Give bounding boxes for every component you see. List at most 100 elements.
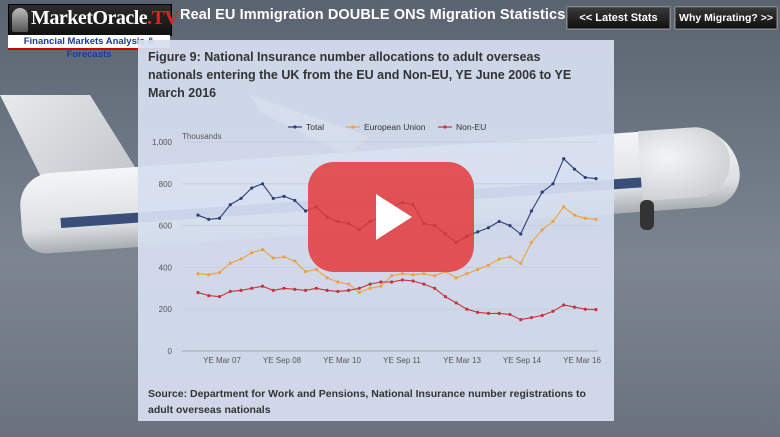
- data-point: [540, 313, 544, 318]
- data-point: [594, 176, 598, 181]
- data-point: [271, 256, 275, 260]
- x-tick-label: YE Mar 10: [323, 356, 361, 365]
- data-point: [508, 224, 512, 228]
- data-point: [293, 198, 297, 203]
- data-point: [572, 213, 577, 217]
- data-point: [508, 312, 512, 317]
- legend-label: Total: [306, 122, 324, 132]
- airplane-landing-gear: [640, 200, 654, 230]
- data-point: [400, 278, 404, 282]
- data-point: [476, 267, 480, 272]
- logo-tagline: Financial Markets Analysis & Forecasts: [8, 35, 170, 60]
- data-point: [519, 318, 523, 322]
- data-point: [508, 255, 512, 259]
- data-point: [529, 209, 534, 213]
- site-logo[interactable]: MarketOracle.TV Financial Markets Analys…: [8, 4, 179, 60]
- data-point: [368, 282, 372, 286]
- data-point: [196, 290, 200, 295]
- data-point: [217, 295, 222, 299]
- data-point: [497, 219, 501, 224]
- data-point: [390, 280, 394, 284]
- data-point: [368, 286, 372, 290]
- data-point: [465, 272, 469, 276]
- data-point: [346, 282, 351, 286]
- y-tick-label: 600: [159, 222, 173, 231]
- data-point: [314, 267, 318, 272]
- data-point: [217, 216, 222, 220]
- data-point: [572, 167, 577, 171]
- data-point: [207, 273, 211, 277]
- latest-stats-button[interactable]: << Latest Stats: [566, 6, 671, 30]
- x-tick-label: YE Mar 13: [443, 356, 481, 365]
- data-point: [497, 311, 501, 315]
- why-migrating-button[interactable]: Why Migrating? >>: [674, 6, 778, 30]
- data-point: [390, 274, 394, 278]
- data-point: [271, 288, 275, 292]
- data-point: [239, 196, 243, 201]
- data-point: [325, 276, 329, 280]
- y-tick-label: 400: [159, 263, 173, 272]
- data-point: [239, 257, 243, 261]
- data-point: [260, 284, 265, 288]
- data-point: [529, 315, 534, 320]
- x-tick-label: YE Sep 14: [503, 356, 542, 365]
- play-icon: [376, 194, 412, 240]
- data-point: [260, 248, 265, 252]
- data-point: [594, 308, 598, 312]
- data-point: [551, 219, 555, 224]
- data-point: [228, 261, 232, 265]
- data-point: [411, 273, 415, 277]
- video-play-button[interactable]: [308, 162, 474, 272]
- data-point: [443, 295, 448, 299]
- data-point: [303, 269, 308, 274]
- data-point: [379, 280, 383, 284]
- x-tick-label: YE Mar 07: [203, 356, 241, 365]
- data-point: [572, 305, 577, 309]
- data-point: [562, 303, 566, 307]
- data-point: [400, 272, 404, 276]
- data-point: [228, 289, 232, 294]
- data-point: [293, 259, 297, 263]
- data-point: [583, 307, 587, 311]
- data-point: [314, 286, 318, 290]
- oracle-figure-icon: [12, 8, 28, 32]
- data-point: [196, 272, 200, 276]
- data-point: [519, 232, 523, 236]
- data-point: [196, 213, 200, 217]
- data-point: [486, 311, 491, 315]
- data-point: [357, 290, 361, 295]
- data-point: [454, 276, 458, 280]
- data-point: [303, 209, 308, 213]
- data-point: [562, 205, 566, 209]
- y-axis-label: Thousands: [182, 132, 222, 141]
- figure-title: Figure 9: National Insurance number allo…: [148, 50, 572, 100]
- legend-marker: [443, 125, 447, 129]
- y-tick-label: 800: [159, 180, 173, 189]
- data-point: [250, 186, 254, 190]
- data-point: [454, 301, 458, 305]
- data-point: [551, 309, 555, 313]
- data-point: [422, 272, 426, 276]
- data-point: [486, 226, 491, 230]
- data-point: [529, 240, 534, 244]
- data-point: [325, 288, 329, 292]
- legend-label: Non-EU: [456, 122, 486, 132]
- data-point: [583, 216, 587, 220]
- y-tick-label: 0: [168, 347, 173, 356]
- data-point: [250, 251, 254, 255]
- data-point: [282, 255, 286, 259]
- x-tick-label: YE Sep 11: [383, 356, 421, 365]
- data-point: [476, 310, 480, 314]
- data-point: [260, 182, 265, 186]
- data-point: [336, 280, 340, 284]
- data-point: [303, 288, 308, 292]
- data-point: [540, 190, 544, 194]
- logo-banner: MarketOracle.TV: [8, 4, 179, 36]
- data-point: [562, 157, 566, 161]
- data-point: [476, 230, 480, 234]
- data-point: [207, 217, 211, 221]
- x-tick-label: YE Sep 08: [263, 356, 302, 365]
- data-point: [282, 286, 286, 290]
- data-point: [379, 284, 383, 288]
- data-point: [207, 294, 211, 298]
